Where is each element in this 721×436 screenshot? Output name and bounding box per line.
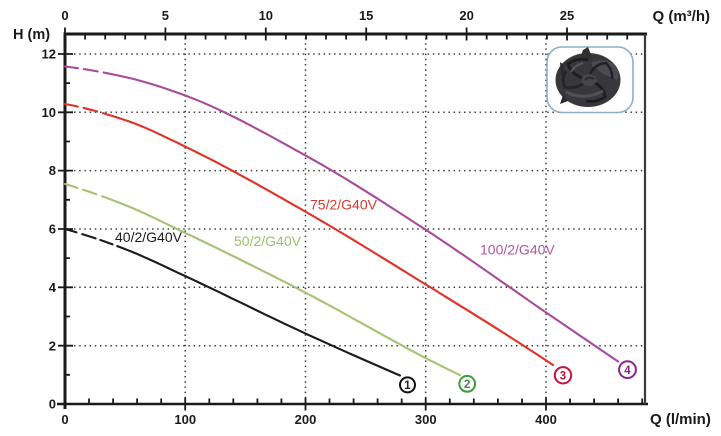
svg-text:Q (l/min): Q (l/min) xyxy=(650,411,711,428)
svg-text:Q (m³/h): Q (m³/h) xyxy=(653,8,711,25)
svg-text:25: 25 xyxy=(560,8,574,23)
svg-text:75/2/G40V: 75/2/G40V xyxy=(310,197,378,213)
svg-text:0: 0 xyxy=(49,397,56,412)
svg-text:H (m): H (m) xyxy=(13,27,50,43)
svg-text:20: 20 xyxy=(459,8,473,23)
svg-text:15: 15 xyxy=(359,8,373,23)
svg-text:4: 4 xyxy=(49,280,57,295)
svg-text:300: 300 xyxy=(415,412,437,427)
svg-text:3: 3 xyxy=(560,371,566,383)
svg-text:1: 1 xyxy=(404,380,411,392)
svg-text:0: 0 xyxy=(61,412,68,427)
svg-text:12: 12 xyxy=(42,47,56,62)
svg-text:4: 4 xyxy=(624,365,631,377)
svg-text:5: 5 xyxy=(162,8,169,23)
svg-text:400: 400 xyxy=(535,412,557,427)
svg-text:10: 10 xyxy=(42,105,56,120)
svg-text:100: 100 xyxy=(174,412,196,427)
svg-text:100/2/G40V: 100/2/G40V xyxy=(480,242,555,258)
svg-text:2: 2 xyxy=(464,379,470,391)
svg-text:40/2/G40V: 40/2/G40V xyxy=(115,229,183,245)
svg-text:10: 10 xyxy=(259,8,273,23)
svg-text:6: 6 xyxy=(49,222,56,237)
svg-text:0: 0 xyxy=(61,8,68,23)
svg-text:2: 2 xyxy=(49,338,56,353)
svg-text:8: 8 xyxy=(49,163,56,178)
svg-text:200: 200 xyxy=(295,412,317,427)
svg-text:50/2/G40V: 50/2/G40V xyxy=(234,233,302,249)
